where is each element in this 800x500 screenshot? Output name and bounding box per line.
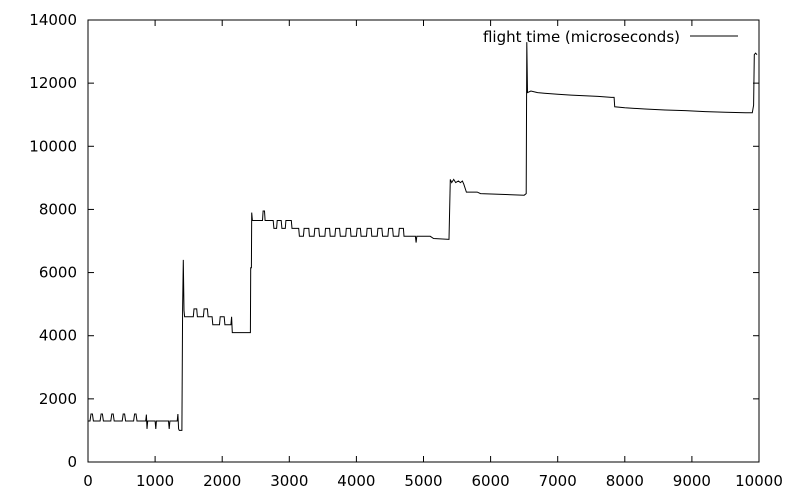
x-tick-label-0: 0 — [83, 472, 93, 490]
y-tick-label-4000: 4000 — [39, 327, 77, 345]
y-tick-label-0: 0 — [67, 453, 77, 471]
x-tick-label-5000: 5000 — [404, 472, 442, 490]
x-tick-label-2000: 2000 — [203, 472, 241, 490]
x-tick-label-4000: 4000 — [337, 472, 375, 490]
axis-tick-labels: 0 1000 2000 3000 4000 5000 6000 7000 8000 9000 100… — [29, 11, 783, 490]
series-line-flight-time — [88, 42, 758, 431]
y-tick-label-10000: 10000 — [29, 137, 77, 155]
x-tick-label-9000: 9000 — [673, 472, 711, 490]
y-tick-label-12000: 12000 — [29, 74, 77, 92]
legend-label: flight time (microseconds) — [483, 28, 680, 46]
axis-ticks — [87, 19, 760, 463]
y-tick-label-8000: 8000 — [39, 200, 77, 218]
plot-frame — [87, 19, 760, 463]
x-tick-label-6000: 6000 — [472, 472, 510, 490]
x-tick-label-10000: 10000 — [735, 472, 783, 490]
legend: flight time (microseconds) — [483, 28, 738, 46]
x-tick-label-7000: 7000 — [539, 472, 577, 490]
x-tick-label-8000: 8000 — [606, 472, 644, 490]
y-tick-label-14000: 14000 — [29, 11, 77, 29]
x-tick-label-3000: 3000 — [270, 472, 308, 490]
x-tick-label-1000: 1000 — [136, 472, 174, 490]
y-tick-label-6000: 6000 — [39, 264, 77, 282]
y-tick-label-2000: 2000 — [39, 390, 77, 408]
